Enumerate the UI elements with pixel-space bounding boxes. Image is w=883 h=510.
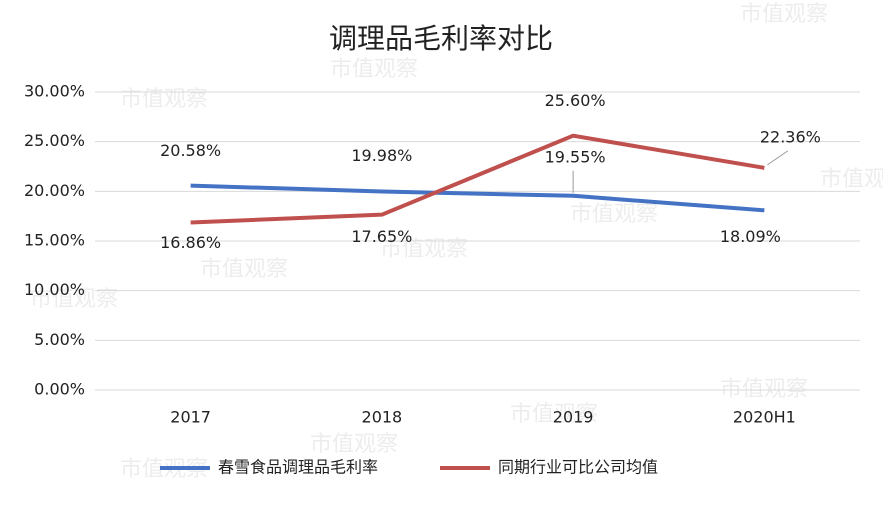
x-tick-label: 2020H1	[733, 408, 796, 427]
watermark: 市值观察	[740, 2, 828, 27]
series-line	[190, 183, 765, 213]
series-line	[190, 133, 765, 225]
data-label: 19.98%	[351, 146, 412, 165]
data-label: 18.09%	[720, 227, 781, 246]
y-tick-label: 5.00%	[34, 330, 85, 349]
watermark: 市值观察	[200, 257, 288, 282]
data-label: 19.55%	[545, 147, 606, 166]
x-tick-label: 2017	[170, 408, 211, 427]
y-tick-label: 10.00%	[24, 280, 85, 299]
watermark: 市值观察	[820, 167, 883, 192]
data-label: 22.36%	[760, 127, 821, 146]
data-label: 16.86%	[160, 233, 221, 252]
watermark: 市值观察	[570, 202, 658, 227]
legend-label: 春雪食品调理品毛利率	[218, 458, 378, 477]
watermark: 市值观察	[310, 432, 398, 457]
x-tick-label: 2018	[362, 408, 403, 427]
y-tick-label: 20.00%	[24, 181, 85, 200]
watermark: 市值观察	[330, 57, 418, 82]
y-tick-label: 0.00%	[34, 380, 85, 399]
y-tick-label: 15.00%	[24, 231, 85, 250]
y-tick-label: 25.00%	[24, 131, 85, 150]
data-label: 25.60%	[545, 91, 606, 110]
chart-title: 调理品毛利率对比	[329, 22, 553, 55]
leader-line	[767, 150, 789, 166]
x-tick-label: 2019	[553, 408, 594, 427]
watermark: 市值观察	[510, 402, 598, 427]
legend-label: 同期行业可比公司均值	[498, 458, 658, 477]
data-label: 20.58%	[160, 141, 221, 160]
data-label: 17.65%	[351, 227, 412, 246]
y-tick-label: 30.00%	[24, 82, 85, 101]
watermark: 市值观察	[120, 87, 208, 112]
